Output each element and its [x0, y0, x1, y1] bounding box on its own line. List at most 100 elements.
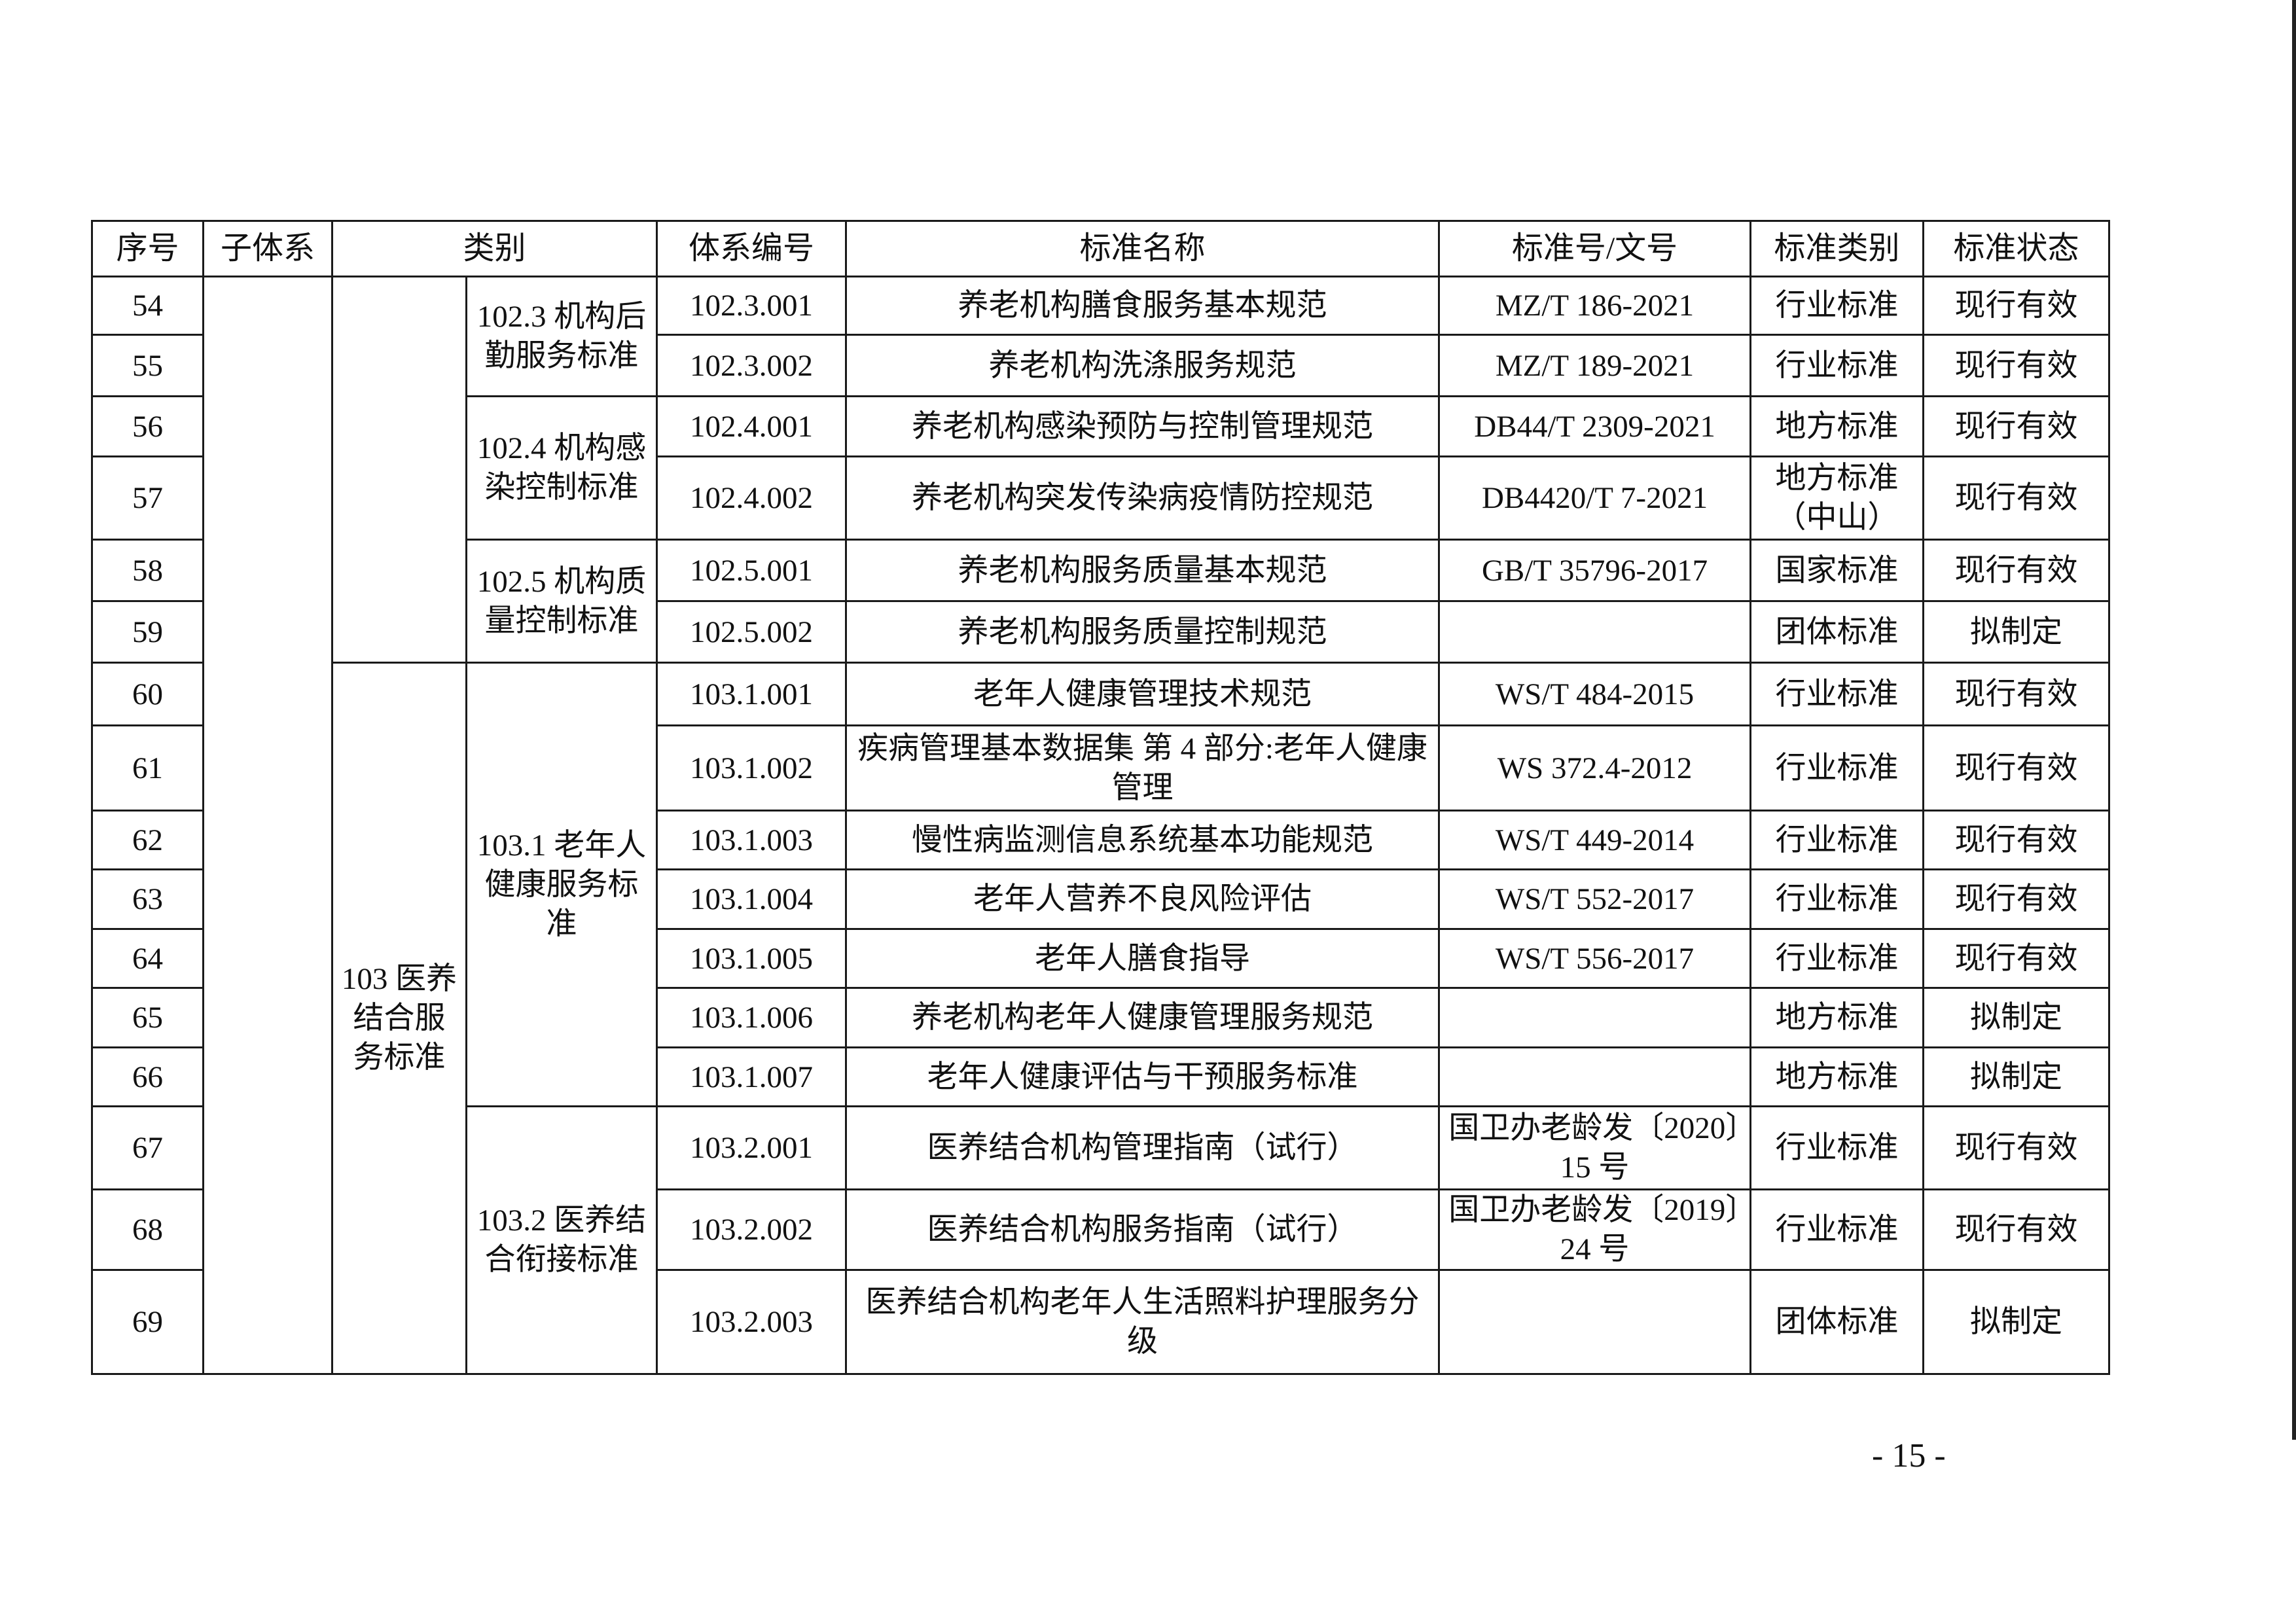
standard-name: 养老机构膳食服务基本规范: [845, 276, 1441, 336]
standard-type: 行业标准: [1749, 810, 1925, 870]
standard-name: 养老机构服务质量基本规范: [845, 539, 1441, 602]
standard-name: 慢性病监测信息系统基本功能规范: [845, 810, 1441, 870]
standard-type: 行业标准: [1749, 662, 1925, 726]
row-number: 56: [91, 395, 204, 457]
table-row: 63 103.1.004 老年人营养不良风险评估 WS/T 552-2017 行业标准现…: [91, 868, 2111, 930]
system-code: 103.1.001: [656, 662, 848, 726]
row-number: 55: [91, 334, 204, 397]
system-code: 103.2.003: [656, 1269, 848, 1375]
standard-status: 现行有效: [1922, 810, 2111, 870]
standard-type: 行业标准: [1749, 928, 1925, 989]
standard-number: GB/T 35796-2017: [1438, 539, 1752, 602]
system-code: 103.1.002: [656, 724, 848, 812]
header-code: 体系编号: [656, 220, 848, 277]
page-number: - 15 -: [1872, 1437, 1946, 1474]
row-number: 64: [91, 928, 204, 989]
standard-type: 地方标准: [1749, 395, 1925, 457]
table-row: 60 103 医养结合服务标准 103.1 老年人健康服务标准 103.1.001 老年…: [91, 662, 2111, 1375]
category-l2-cell: 103.2 医养结合衔接标准: [465, 1105, 658, 1375]
standard-type: 国家标准: [1749, 539, 1925, 602]
table-row: 57 102.4.002 养老机构突发传染病疫情防控规范 DB4420/T 7-202…: [91, 455, 2111, 541]
standard-name: 医养结合机构服务指南（试行）: [845, 1188, 1441, 1271]
standard-number: WS/T 552-2017: [1438, 868, 1752, 930]
system-code: 103.1.003: [656, 810, 848, 870]
header-status: 标准状态: [1922, 220, 2111, 277]
category-l1-cell: 103 医养结合服务标准: [331, 662, 467, 1375]
standard-number: WS/T 449-2014: [1438, 810, 1752, 870]
standard-name: 医养结合机构老年人生活照料护理服务分级: [845, 1269, 1441, 1375]
system-code: 103.2.001: [656, 1105, 848, 1190]
standard-number: WS 372.4-2012: [1438, 724, 1752, 812]
header-name: 标准名称: [845, 220, 1441, 277]
table-row: 55 102.3.002 养老机构洗涤服务规范 MZ/T 189-2021 行业标准 现行…: [91, 334, 2111, 397]
category-l2-cell: 102.4 机构感染控制标准: [465, 395, 658, 541]
standard-number: DB4420/T 7-2021: [1438, 455, 1752, 541]
table-row: 67 103.2 医养结合衔接标准 103.2.001 医养结合机构管理指南（试行）国…: [91, 1105, 2111, 1375]
system-code: 102.4.002: [656, 455, 848, 541]
system-code: 103.1.004: [656, 868, 848, 930]
table-row: 66 103.1.007 老年人健康评估与干预服务标准 地方标准 拟制定: [91, 1046, 2111, 1107]
standard-name: 医养结合机构管理指南（试行）: [845, 1105, 1441, 1190]
standard-name: 老年人健康管理技术规范: [845, 662, 1441, 726]
row-number: 59: [91, 600, 204, 664]
standard-status: 现行有效: [1922, 868, 2111, 930]
row-number: 54: [91, 276, 204, 336]
system-code: 102.5.002: [656, 600, 848, 664]
system-code: 102.3.002: [656, 334, 848, 397]
standard-status: 现行有效: [1922, 539, 2111, 602]
standard-status: 拟制定: [1922, 1269, 2111, 1375]
standard-type: 行业标准: [1749, 1105, 1925, 1190]
table-row: 59 102.5.002 养老机构服务质量控制规范 团体标准 拟制定: [91, 600, 2111, 664]
row-number: 61: [91, 724, 204, 812]
system-code: 102.3.001: [656, 276, 848, 336]
standard-type: 团体标准: [1749, 600, 1925, 664]
standard-type: 团体标准: [1749, 1269, 1925, 1375]
standard-type: 行业标准: [1749, 276, 1925, 336]
system-code: 103.1.006: [656, 987, 848, 1048]
standard-status: 现行有效: [1922, 455, 2111, 541]
standard-number: 国卫办老龄发〔2019〕24 号: [1438, 1188, 1752, 1271]
row-number: 58: [91, 539, 204, 602]
row-number: 68: [91, 1188, 204, 1271]
category-l1-cell: [331, 276, 467, 664]
row-number: 57: [91, 455, 204, 541]
standard-type: 行业标准: [1749, 724, 1925, 812]
standard-name: 养老机构突发传染病疫情防控规范: [845, 455, 1441, 541]
row-number: 63: [91, 868, 204, 930]
standard-number: MZ/T 186-2021: [1438, 276, 1752, 336]
header-no: 序号: [91, 220, 204, 277]
row-number: 65: [91, 987, 204, 1048]
standard-type: 地方标准（中山）: [1749, 455, 1925, 541]
table-row: 56 102.4 机构感染控制标准 102.4.001 养老机构感染预防与控制管理规范…: [91, 395, 2111, 541]
system-code: 103.1.007: [656, 1046, 848, 1107]
standard-number: [1438, 1269, 1752, 1375]
standard-status: 现行有效: [1922, 928, 2111, 989]
table-row: 62 103.1.003 慢性病监测信息系统基本功能规范 WS/T 449-2014 行…: [91, 810, 2111, 870]
row-number: 69: [91, 1269, 204, 1375]
system-code: 102.5.001: [656, 539, 848, 602]
table-row: 69 103.2.003 医养结合机构老年人生活照料护理服务分级 团体标准 拟制定: [91, 1269, 2111, 1375]
header-subsystem: 子体系: [202, 220, 333, 277]
standard-number: WS/T 556-2017: [1438, 928, 1752, 989]
standards-table: 序号 子体系 类别 体系编号 标准名称 标准号/文号 标准类别 标准状态 54 1…: [91, 220, 2111, 1375]
standard-status: 现行有效: [1922, 395, 2111, 457]
standard-name: 养老机构洗涤服务规范: [845, 334, 1441, 397]
table-row: 61 103.1.002 疾病管理基本数据集 第 4 部分:老年人健康管理 WS 37…: [91, 724, 2111, 812]
standard-status: 现行有效: [1922, 334, 2111, 397]
standard-number: DB44/T 2309-2021: [1438, 395, 1752, 457]
standard-status: 拟制定: [1922, 600, 2111, 664]
standard-name: 养老机构老年人健康管理服务规范: [845, 987, 1441, 1048]
standard-status: 拟制定: [1922, 987, 2111, 1048]
standard-type: 行业标准: [1749, 1188, 1925, 1271]
standard-name: 老年人健康评估与干预服务标准: [845, 1046, 1441, 1107]
row-number: 60: [91, 662, 204, 726]
table-row: 68 103.2.002 医养结合机构服务指南（试行） 国卫办老龄发〔2019〕24 …: [91, 1188, 2111, 1271]
standard-status: 现行有效: [1922, 1105, 2111, 1190]
header-row: 序号 子体系 类别 体系编号 标准名称 标准号/文号 标准类别 标准状态: [91, 220, 2111, 277]
standard-number: 国卫办老龄发〔2020〕15 号: [1438, 1105, 1752, 1190]
standard-status: 现行有效: [1922, 276, 2111, 336]
system-code: 103.2.002: [656, 1188, 848, 1271]
standard-number: [1438, 987, 1752, 1048]
header-standard-number: 标准号/文号: [1438, 220, 1752, 277]
table-row: 64 103.1.005 老年人膳食指导 WS/T 556-2017 行业标准 现行有效: [91, 928, 2111, 989]
